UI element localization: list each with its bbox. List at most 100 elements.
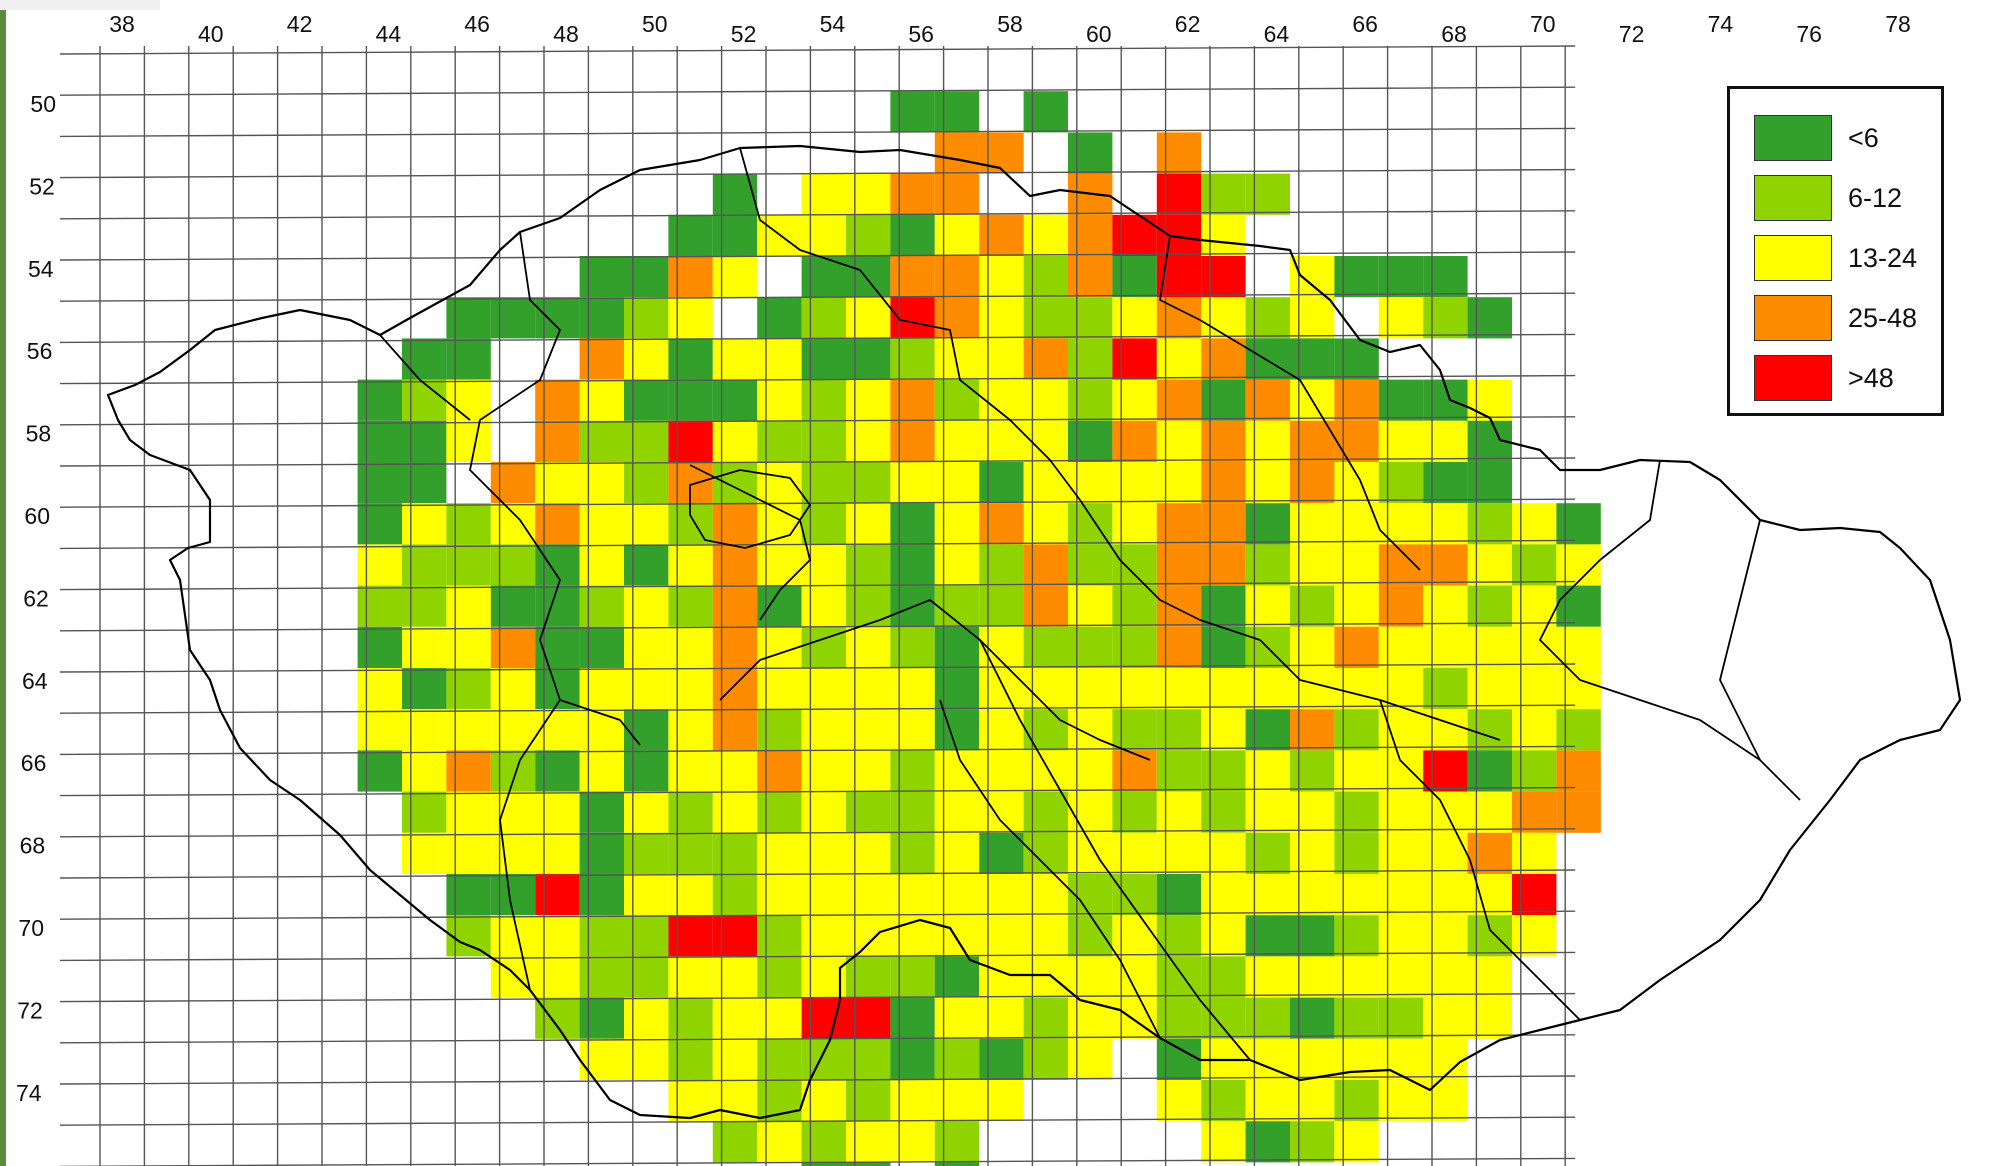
grid-cell [934, 750, 980, 792]
y-tick-label: 58 [26, 421, 52, 447]
grid-cell [846, 874, 891, 916]
grid-cell [1467, 544, 1512, 586]
grid-cell [1201, 832, 1246, 874]
grid-cell [712, 503, 758, 545]
grid-cell [1068, 379, 1113, 421]
grid-cell [490, 709, 536, 751]
grid-cell [668, 214, 713, 256]
grid-cell [1334, 915, 1379, 957]
grid-cell [357, 503, 402, 545]
grid-cell [624, 297, 669, 339]
grid-cell [1378, 1080, 1424, 1122]
grid-cell [979, 214, 1024, 256]
grid-cell [1423, 668, 1468, 710]
grid-cell [934, 256, 980, 298]
grid-cell [579, 874, 624, 916]
grid-cell [535, 874, 580, 916]
grid-cell [1290, 544, 1335, 586]
grid-cell [801, 173, 846, 215]
grid-cell [624, 544, 669, 586]
grid-cell [1334, 791, 1379, 833]
region-border [1159, 235, 1421, 571]
grid-cell [1378, 791, 1424, 833]
grid-cell [846, 256, 891, 298]
grid-cell [1201, 750, 1246, 792]
grid-cell [579, 997, 624, 1039]
grid-cell [1068, 214, 1113, 256]
grid-cell [446, 915, 491, 957]
y-tick-label: 72 [17, 997, 43, 1023]
grid-cell [668, 1038, 713, 1080]
grid-cell [979, 462, 1024, 504]
grid-cell [934, 874, 980, 916]
grid-cell [535, 791, 580, 833]
grid-cell [357, 709, 402, 751]
grid-cell [1512, 750, 1557, 792]
grid-cell [1334, 750, 1379, 792]
grid-cell [1423, 462, 1468, 504]
grid-cell [1290, 709, 1335, 751]
grid-cell [402, 791, 447, 833]
grid-cell [1068, 997, 1113, 1039]
grid-cell [446, 832, 491, 874]
grid-cell [1201, 544, 1246, 586]
x-tick-label: 56 [908, 21, 934, 47]
grid-cell [1290, 1080, 1335, 1122]
grid-cell [1512, 791, 1557, 833]
grid-cell [757, 668, 802, 710]
grid-cell [801, 1162, 846, 1166]
grid-cell [1334, 997, 1379, 1039]
grid-cell [1112, 379, 1157, 421]
grid-cell [712, 379, 758, 421]
grid-cell [579, 668, 624, 710]
grid-cell [624, 709, 669, 751]
grid-cell [890, 832, 935, 874]
grid-cell [402, 832, 447, 874]
grid-cell [1201, 915, 1246, 957]
grid-cell [979, 750, 1024, 792]
grid-cell [535, 544, 580, 586]
grid-cell [757, 544, 802, 586]
grid-cell [624, 626, 669, 668]
grid-cell [1112, 544, 1157, 586]
grid-cell [801, 462, 846, 504]
grid-cell [1378, 462, 1424, 504]
y-tick-label: 50 [30, 91, 56, 117]
x-tick-label: 64 [1264, 21, 1290, 47]
grid-cell [1201, 791, 1246, 833]
grid-cell [1023, 462, 1068, 504]
grid-cell [1112, 626, 1157, 668]
legend-item-gt48: >48 [1754, 355, 1934, 401]
grid-cell [1378, 997, 1424, 1039]
grid-cell [1068, 585, 1113, 627]
grid-cell [846, 832, 891, 874]
grid-cell [1068, 915, 1113, 957]
grid-cell [1156, 420, 1202, 462]
grid-cell [1112, 420, 1157, 462]
grid-cell [801, 668, 846, 710]
grid-cell [668, 338, 713, 380]
grid-cell [1023, 750, 1068, 792]
x-tick-label: 40 [198, 21, 224, 47]
grid-cell [934, 997, 980, 1039]
grid-cell [579, 297, 624, 339]
grid-cell [757, 1038, 802, 1080]
grid-cell [1512, 709, 1557, 751]
grid-cell [535, 503, 580, 545]
grid-cell [579, 915, 624, 957]
grid-cell [712, 256, 758, 298]
grid-cell [1245, 791, 1290, 833]
grid-cell [846, 585, 891, 627]
grid-cell [1245, 544, 1290, 586]
legend-swatch [1754, 175, 1832, 221]
grid-cell [624, 420, 669, 462]
grid-cell [712, 544, 758, 586]
grid-cell [1423, 544, 1468, 586]
grid-cell [1201, 585, 1246, 627]
grid-cell [801, 544, 846, 586]
grid-cell [979, 297, 1024, 339]
grid-cell [1378, 668, 1424, 710]
grid-cell [1512, 585, 1557, 627]
grid-cell [1201, 997, 1246, 1039]
